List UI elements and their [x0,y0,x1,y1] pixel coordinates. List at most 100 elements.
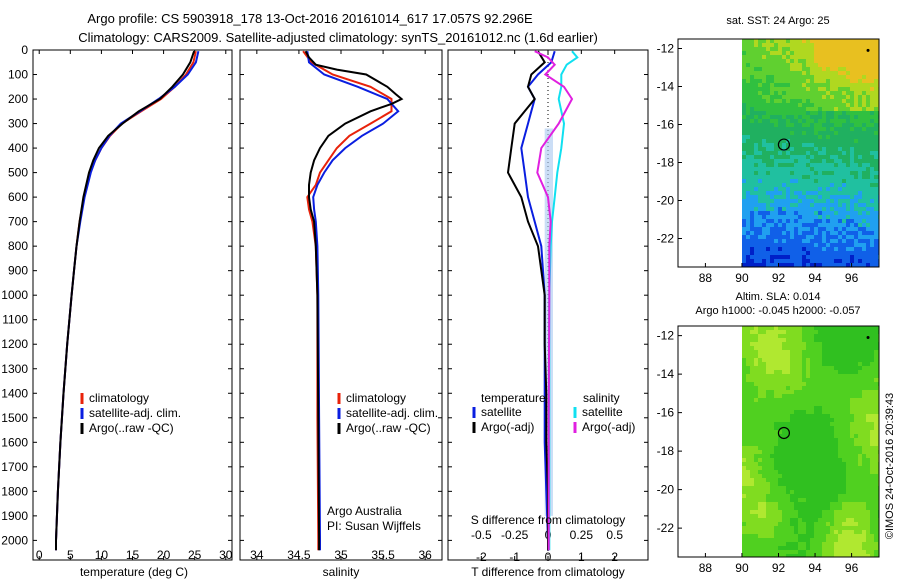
map-cell [782,219,787,224]
map-cell [806,235,811,240]
map-cell [750,183,755,188]
map-cell [818,199,823,204]
map-cell [802,135,807,140]
map-cell [754,83,759,88]
map-cell [838,438,843,443]
map-cell [806,87,811,92]
map-cell [774,151,779,156]
map-cell [822,99,827,104]
map-cell [838,454,843,459]
map-cell [774,247,779,252]
map-cell [822,95,827,100]
map-cell [786,550,791,555]
map-cell [782,430,787,435]
map-cell [846,370,851,375]
map-cell [794,155,799,160]
map-cell [778,227,783,232]
map-cell [834,47,839,52]
map-cell [810,83,815,88]
map-cell [802,259,807,264]
map-cell [870,486,875,491]
map-cell [758,426,763,431]
map-cell [782,338,787,343]
map-cell [802,462,807,467]
map-cell [774,334,779,339]
map-cell [786,390,791,395]
map-cell [814,255,819,260]
map-cell [834,402,839,407]
map-cell [806,103,811,108]
map-cell [874,191,879,196]
map-cell [854,378,859,383]
map-cell [826,231,831,236]
map-cell [870,91,875,96]
map-cell [810,486,815,491]
map-cell [766,482,771,487]
map-cell [798,115,803,120]
map-cell [742,139,747,144]
map-cell [830,211,835,216]
map-cell [818,430,823,435]
map-cell [838,115,843,120]
map-cell [830,342,835,347]
map-cell [782,522,787,527]
map-cell [774,494,779,499]
map-cell [842,466,847,471]
map-cell [822,418,827,423]
map-cell [786,470,791,475]
map-cell [758,127,763,132]
map-cell [874,366,879,371]
map-cell [846,366,851,371]
map-cell [806,199,811,204]
map-cell [826,71,831,76]
map-cell [870,55,875,60]
map-cell [854,450,859,455]
map-cell [826,263,831,267]
map-cell [746,79,751,84]
map-cell [786,179,791,184]
map-cell [850,442,855,447]
map-cell [874,438,879,443]
map-cell [774,71,779,76]
map-cell [750,426,755,431]
map-cell [866,382,871,387]
map-cell [790,167,795,172]
map-cell [766,99,771,104]
map-cell [802,195,807,200]
map-cell [762,195,767,200]
map-cell [810,247,815,252]
map-cell [782,251,787,256]
map-cell [758,83,763,88]
map-cell [802,406,807,411]
map-cell [874,458,879,463]
map-cell [742,338,747,343]
map-cell [850,434,855,439]
map-cell [830,418,835,423]
map-cell [846,410,851,415]
map-cell [746,498,751,503]
map-cell [870,454,875,459]
map-cell [750,95,755,100]
map-cell [778,466,783,471]
map-cell [830,530,835,535]
map-cell [778,390,783,395]
map-cell [742,478,747,483]
map-cell [850,526,855,531]
map-cell [870,71,875,76]
map-cell [858,462,863,467]
map-cell [758,67,763,72]
map-cell [742,175,747,180]
map-cell [850,175,855,180]
map-cell [750,199,755,204]
map-cell [850,518,855,523]
map-cell [778,191,783,196]
map-cell [802,107,807,112]
map-cell [802,171,807,176]
map-cell [782,510,787,515]
map-cell [762,434,767,439]
map-cell [754,470,759,475]
map-cell [842,550,847,555]
map-cell [858,223,863,228]
map-cell [778,231,783,236]
map-cell [862,191,867,196]
